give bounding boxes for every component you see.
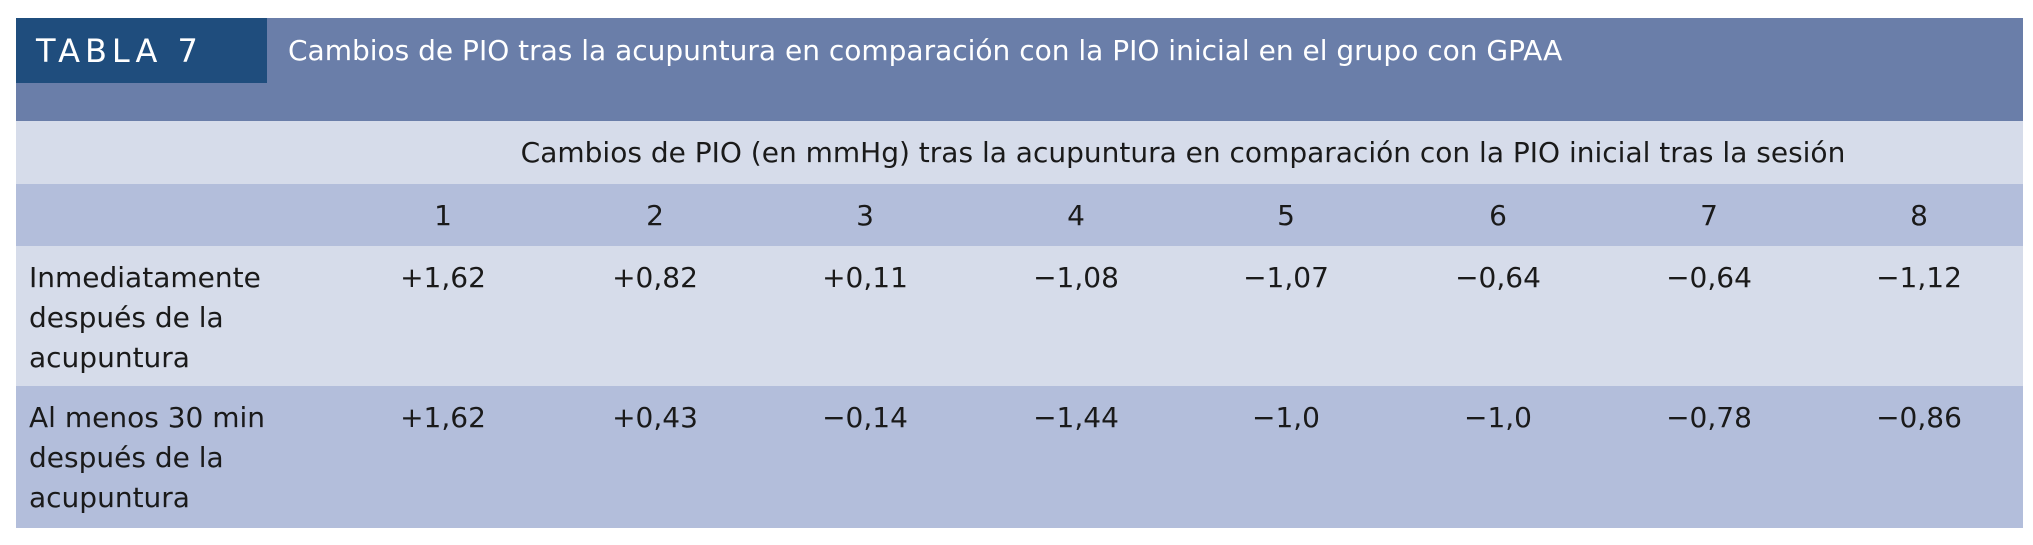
column-header-row xyxy=(16,184,2023,246)
cell-value: −0,64 xyxy=(1666,261,1752,294)
cell-value: +0,43 xyxy=(612,401,698,434)
cell-value: −1,0 xyxy=(1252,401,1320,434)
table-row xyxy=(16,246,2023,386)
cell-value: −1,08 xyxy=(1033,261,1119,294)
cell-value: −1,07 xyxy=(1243,261,1329,294)
row-label: Inmediatamente después de la acupuntura xyxy=(29,261,261,374)
row-label: Al menos 30 min después de la acupuntura xyxy=(29,401,266,514)
cell-value: +0,11 xyxy=(822,261,908,294)
column-header: 7 xyxy=(1700,198,1718,232)
cell-value: +1,62 xyxy=(400,261,486,294)
cell-value: −0,86 xyxy=(1876,401,1962,434)
column-header: 1 xyxy=(434,198,452,232)
column-header: 5 xyxy=(1277,198,1295,232)
cell-value: −1,44 xyxy=(1033,401,1119,434)
cell-value: +1,62 xyxy=(400,401,486,434)
cell-value: −1,12 xyxy=(1876,261,1962,294)
table-title: Cambios de PIO tras la acupuntura en com… xyxy=(288,34,1563,67)
table-row xyxy=(16,386,2023,528)
header-band xyxy=(16,18,2023,121)
cell-value: +0,82 xyxy=(612,261,698,294)
cell-value: −0,14 xyxy=(822,401,908,434)
table-label: TABLA 7 xyxy=(16,18,267,83)
cell-value: −0,78 xyxy=(1666,401,1752,434)
column-header: 3 xyxy=(856,198,874,232)
cell-value: −1,0 xyxy=(1464,401,1532,434)
column-header: 6 xyxy=(1489,198,1507,232)
column-header: 4 xyxy=(1067,198,1085,232)
column-header: 2 xyxy=(646,198,664,232)
column-header: 8 xyxy=(1910,198,1928,232)
group-header-row xyxy=(16,121,2023,184)
cell-value: −0,64 xyxy=(1455,261,1541,294)
group-header: Cambios de PIO (en mmHg) tras la acupunt… xyxy=(520,136,1846,169)
